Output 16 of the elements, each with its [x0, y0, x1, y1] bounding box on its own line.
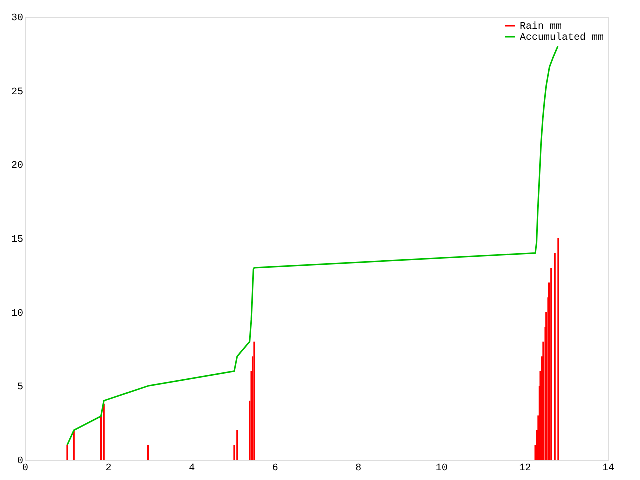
y-tick-label: 5	[17, 382, 24, 394]
y-tick-label: 0	[17, 456, 24, 468]
y-tick-label: 25	[11, 87, 24, 98]
x-tick-label: 6	[272, 464, 278, 474]
x-tick-label: 4	[189, 464, 196, 474]
x-tick-label: 14	[602, 464, 615, 474]
y-tick-label: 20	[11, 161, 24, 172]
x-tick-label: 2	[106, 464, 112, 474]
x-tick-label: 12	[519, 464, 532, 474]
legend-label: Rain mm	[520, 21, 562, 33]
y-tick-label: 30	[11, 14, 24, 24]
y-tick-label: 10	[11, 308, 24, 320]
x-tick-label: 8	[356, 464, 362, 474]
x-tick-label: 10	[436, 464, 448, 474]
y-tick-label: 15	[11, 235, 24, 246]
legend-label: Accumulated mm	[520, 32, 604, 44]
